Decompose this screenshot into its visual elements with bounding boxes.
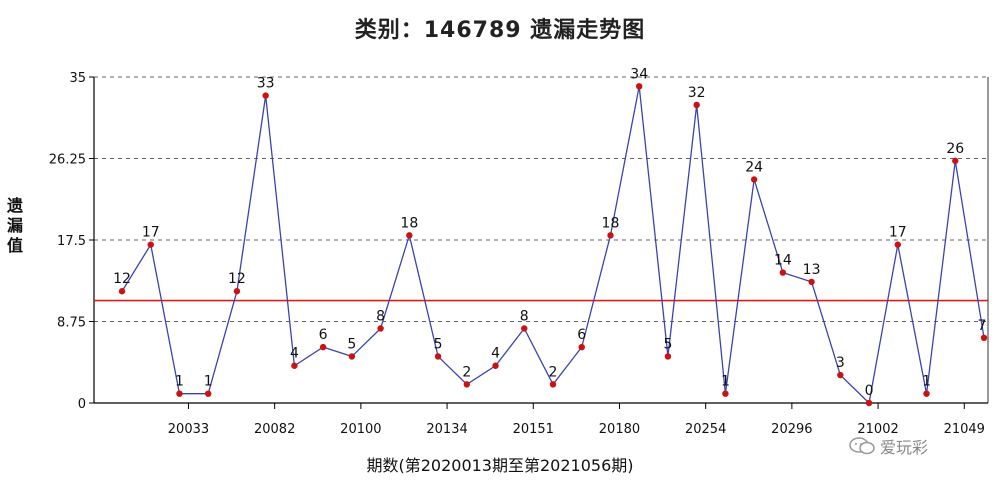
data-point: [607, 232, 614, 239]
data-points: [118, 83, 988, 407]
data-point: [865, 399, 873, 407]
data-point: [492, 362, 499, 369]
y-tick-label: 8.75: [57, 316, 86, 331]
data-label: 14: [774, 253, 792, 269]
y-tick-label: 26.25: [49, 153, 86, 168]
data-point: [980, 334, 988, 341]
watermark-text: 爱玩彩: [880, 438, 929, 457]
data-point: [894, 241, 901, 248]
x-axis-label: 期数(第2020013期至第2021056期): [366, 456, 634, 475]
y-tick-label: 35: [69, 71, 86, 86]
data-label: 12: [228, 271, 246, 287]
x-tick-label: 21002: [857, 422, 898, 437]
data-label: 18: [602, 215, 620, 231]
data-point: [521, 325, 528, 332]
wechat-icon: [849, 437, 875, 455]
data-point: [205, 390, 212, 397]
data-label: 5: [347, 336, 356, 352]
data-point: [463, 381, 470, 388]
data-point: [578, 343, 585, 351]
data-label: 1: [175, 374, 184, 390]
data-label: 1: [721, 374, 730, 390]
data-point: [693, 101, 700, 109]
y-tick-label: 0: [78, 397, 86, 412]
data-label: 18: [400, 215, 418, 231]
data-point: [319, 343, 327, 351]
data-label: 1: [204, 374, 213, 390]
data-point: [722, 390, 729, 397]
data-label: 8: [520, 308, 529, 324]
data-point: [837, 371, 844, 379]
data-label: 33: [257, 76, 275, 92]
data-label: 6: [319, 327, 328, 343]
data-label: 17: [142, 225, 160, 241]
data-point: [779, 269, 787, 276]
data-label: 17: [889, 225, 907, 241]
data-point: [291, 362, 298, 369]
data-point: [750, 176, 758, 183]
data-label: 24: [745, 159, 763, 175]
data-point: [549, 381, 557, 388]
data-point: [636, 83, 643, 90]
data-point: [262, 92, 269, 99]
data-label: 34: [630, 66, 648, 82]
x-tick-label: 20180: [599, 422, 640, 437]
data-point: [434, 353, 442, 360]
data-point: [233, 288, 241, 295]
x-ticks: 20033 20082 20100 20134 20151 20180 20254 20296…: [168, 403, 985, 437]
data-label: 1: [922, 374, 931, 390]
x-tick-label: 20296: [771, 422, 812, 437]
x-tick-label: 20134: [426, 422, 467, 437]
x-tick-label: 20254: [685, 422, 726, 437]
data-label: 13: [803, 262, 821, 278]
data-label: 3: [836, 355, 845, 371]
data-point: [406, 232, 413, 239]
y-tick-label: 17.5: [57, 234, 86, 249]
y-axis-label: 遗漏值: [6, 196, 23, 255]
x-tick-label: 21049: [944, 422, 985, 437]
data-point: [348, 353, 356, 360]
data-point: [952, 157, 959, 165]
x-tick-label: 20033: [168, 422, 209, 437]
data-point: [377, 325, 384, 332]
chart-title: 类别：146789 遗漏走势图: [354, 18, 646, 43]
data-label: 5: [434, 336, 443, 352]
x-tick-label: 20151: [513, 422, 554, 437]
data-label: 0: [865, 383, 874, 399]
data-label: 2: [462, 364, 471, 380]
data-point: [923, 390, 930, 397]
data-label: 32: [688, 85, 706, 101]
data-label: 5: [663, 336, 672, 352]
data-point: [176, 390, 183, 397]
grid: [94, 76, 988, 322]
x-tick-label: 20100: [340, 422, 381, 437]
data-label: 4: [290, 346, 299, 362]
data-label: 7: [978, 318, 987, 334]
data-label: 12: [113, 271, 131, 287]
axes: [93, 77, 989, 404]
data-point: [808, 278, 815, 286]
data-label: 6: [577, 327, 586, 343]
data-point: [147, 241, 154, 248]
data-label: 26: [946, 141, 964, 157]
data-label: 8: [376, 308, 385, 324]
y-ticks: 0 8.75 17.5 26.25 35: [49, 71, 94, 412]
data-point: [664, 353, 672, 360]
watermark: 爱玩彩: [848, 434, 928, 458]
data-label: 4: [491, 346, 500, 362]
data-point: [118, 288, 126, 295]
series-line: [121, 86, 985, 405]
data-label: 2: [549, 364, 558, 380]
x-tick-label: 20082: [254, 422, 295, 437]
